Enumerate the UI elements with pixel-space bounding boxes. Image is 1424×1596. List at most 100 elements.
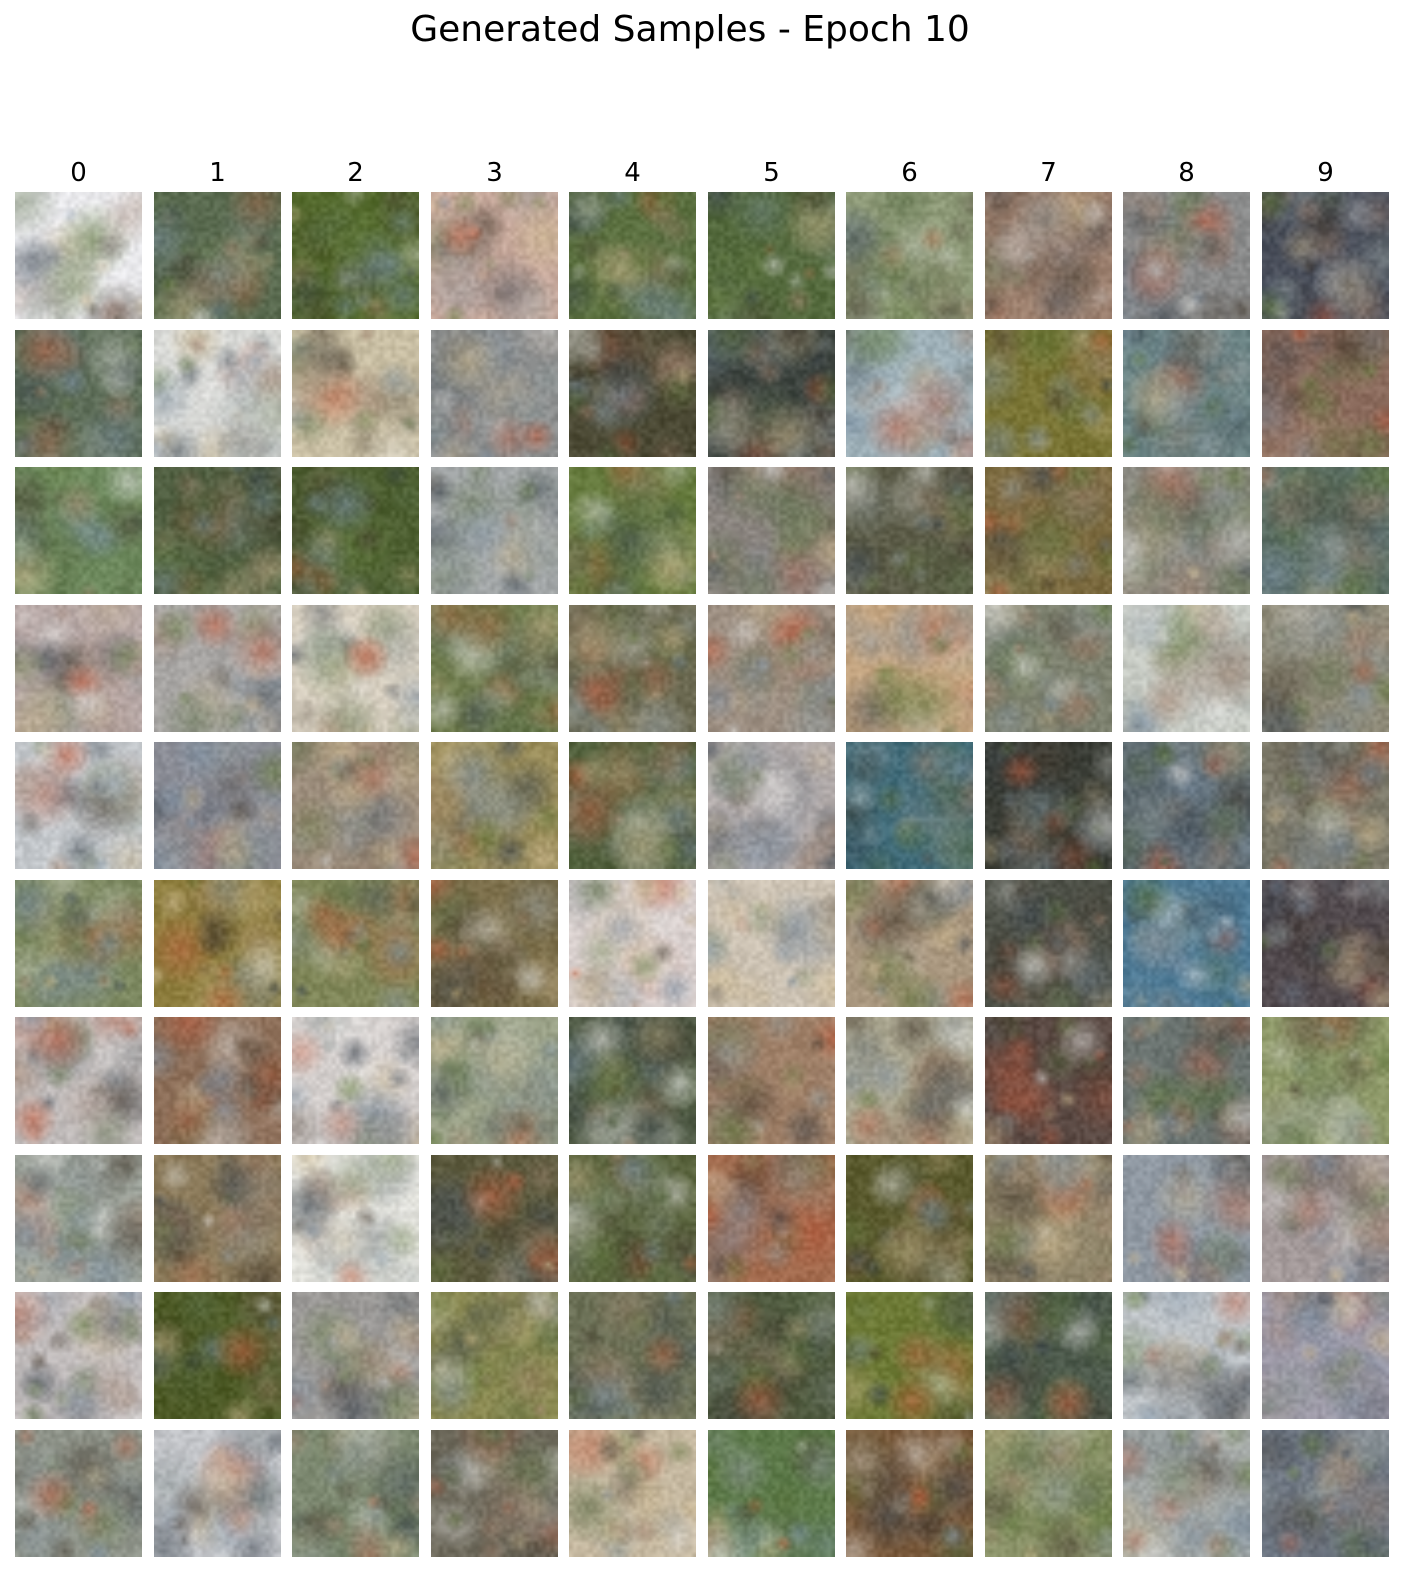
sample-image	[431, 742, 558, 869]
column-label-6: 6	[901, 158, 918, 188]
sample-image	[292, 1017, 419, 1144]
column-label-5: 5	[763, 158, 780, 188]
column-label-8: 8	[1178, 158, 1195, 188]
column-label-7: 7	[1040, 158, 1057, 188]
sample-image	[1123, 1017, 1250, 1144]
sample-image	[15, 880, 142, 1007]
sample-image	[708, 742, 835, 869]
sample-image	[985, 192, 1112, 319]
sample-image	[846, 1430, 973, 1557]
sample-image	[154, 467, 281, 594]
sample-image	[154, 880, 281, 1007]
sample-image	[1262, 1155, 1389, 1282]
sample-image	[154, 605, 281, 732]
sample-image	[15, 1155, 142, 1282]
sample-image	[985, 1292, 1112, 1419]
sample-image	[15, 1292, 142, 1419]
sample-image	[1123, 467, 1250, 594]
sample-image	[985, 605, 1112, 732]
sample-image	[846, 330, 973, 457]
sample-image	[708, 605, 835, 732]
sample-image	[1262, 192, 1389, 319]
sample-image	[154, 192, 281, 319]
sample-image	[154, 330, 281, 457]
sample-image	[569, 467, 696, 594]
sample-image	[985, 467, 1112, 594]
sample-image	[1262, 1017, 1389, 1144]
sample-image	[292, 742, 419, 869]
sample-image	[15, 1430, 142, 1557]
sample-image	[292, 1155, 419, 1282]
sample-image	[569, 880, 696, 1007]
sample-image	[1262, 880, 1389, 1007]
sample-image	[1262, 742, 1389, 869]
sample-image	[15, 742, 142, 869]
sample-image	[846, 742, 973, 869]
sample-image	[708, 1292, 835, 1419]
sample-image	[569, 742, 696, 869]
sample-image	[292, 192, 419, 319]
sample-image	[431, 330, 558, 457]
column-label-1: 1	[209, 158, 226, 188]
sample-image	[154, 1155, 281, 1282]
sample-image	[569, 1430, 696, 1557]
sample-image	[431, 605, 558, 732]
sample-image	[1123, 1292, 1250, 1419]
sample-image	[846, 605, 973, 732]
sample-image	[1123, 742, 1250, 869]
sample-image	[154, 1430, 281, 1557]
sample-image	[846, 880, 973, 1007]
sample-image	[846, 1017, 973, 1144]
sample-image	[15, 192, 142, 319]
sample-image	[708, 1155, 835, 1282]
sample-image	[985, 1430, 1112, 1557]
sample-image	[431, 880, 558, 1007]
sample-image	[569, 1292, 696, 1419]
sample-image	[431, 467, 558, 594]
column-label-4: 4	[624, 158, 641, 188]
sample-image	[431, 1155, 558, 1282]
sample-image	[15, 467, 142, 594]
sample-image	[708, 1017, 835, 1144]
sample-image	[292, 1430, 419, 1557]
sample-image	[985, 1155, 1112, 1282]
sample-image	[569, 192, 696, 319]
sample-image	[1262, 1430, 1389, 1557]
sample-image	[1123, 605, 1250, 732]
sample-image	[985, 330, 1112, 457]
sample-image	[846, 1292, 973, 1419]
sample-image	[1123, 192, 1250, 319]
sample-image	[15, 1017, 142, 1144]
sample-image	[1262, 330, 1389, 457]
sample-image	[569, 1017, 696, 1144]
sample-image	[292, 1292, 419, 1419]
sample-image	[292, 605, 419, 732]
sample-image	[1123, 880, 1250, 1007]
sample-image	[846, 192, 973, 319]
sample-image	[846, 467, 973, 594]
sample-image	[431, 192, 558, 319]
sample-image	[1123, 1430, 1250, 1557]
sample-image	[708, 880, 835, 1007]
sample-image	[569, 605, 696, 732]
sample-image	[292, 467, 419, 594]
sample-image	[1262, 1292, 1389, 1419]
sample-image	[154, 742, 281, 869]
column-label-9: 9	[1317, 158, 1334, 188]
sample-image	[431, 1430, 558, 1557]
sample-image	[15, 330, 142, 457]
sample-image	[154, 1292, 281, 1419]
sample-image	[15, 605, 142, 732]
sample-image	[292, 330, 419, 457]
sample-image	[1262, 467, 1389, 594]
sample-image	[846, 1155, 973, 1282]
sample-image	[985, 742, 1112, 869]
sample-image	[1262, 605, 1389, 732]
sample-image	[569, 1155, 696, 1282]
sample-image	[708, 467, 835, 594]
sample-image	[708, 330, 835, 457]
sample-image	[292, 880, 419, 1007]
sample-image	[569, 330, 696, 457]
figure-title: Generated Samples - Epoch 10	[410, 9, 970, 50]
